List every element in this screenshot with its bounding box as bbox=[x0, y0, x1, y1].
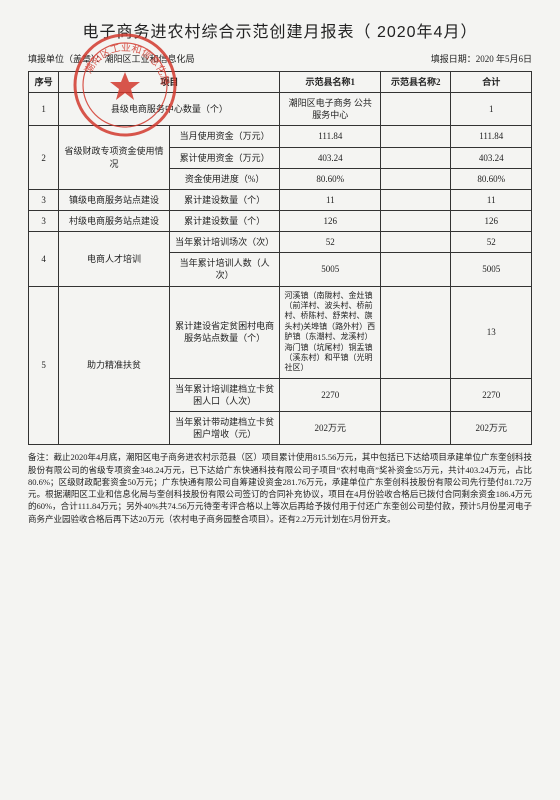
cell-sub: 当年累计培训人数（人次） bbox=[169, 253, 280, 286]
cell-c2 bbox=[381, 378, 451, 411]
cell-c1: 52 bbox=[280, 232, 381, 253]
cell-sum: 80.60% bbox=[451, 168, 532, 189]
cell-c1: 126 bbox=[280, 210, 381, 231]
cell-c1: 80.60% bbox=[280, 168, 381, 189]
cell-seq: 1 bbox=[29, 93, 59, 126]
cell-item: 县级电商服务中心数量（个） bbox=[59, 93, 280, 126]
meta-row: 填报单位（盖章）：潮阳区工业和信息化局 填报日期：2020 年5月6日 bbox=[28, 52, 532, 65]
table-row: 4 电商人才培训 当年累计培训场次（次） 52 52 bbox=[29, 232, 532, 253]
cell-c2 bbox=[381, 411, 451, 444]
cell-sum: 202万元 bbox=[451, 411, 532, 444]
cell-c2 bbox=[381, 232, 451, 253]
cell-item: 电商人才培训 bbox=[59, 232, 170, 286]
cell-seq: 5 bbox=[29, 286, 59, 445]
table-row: 3 村级电商服务站点建设 累计建设数量（个） 126 126 bbox=[29, 210, 532, 231]
cell-c2 bbox=[381, 93, 451, 126]
header-row: 序号 项目 示范县名称1 示范县名称2 合计 bbox=[29, 72, 532, 93]
cell-seq: 3 bbox=[29, 210, 59, 231]
cell-item: 镇级电商服务站点建设 bbox=[59, 189, 170, 210]
hdr-total: 合计 bbox=[451, 72, 532, 93]
cell-seq: 4 bbox=[29, 232, 59, 286]
cell-c1: 2270 bbox=[280, 378, 381, 411]
cell-c1: 潮阳区电子商务 公共服务中心 bbox=[280, 93, 381, 126]
cell-sub: 资金使用进度（%） bbox=[169, 168, 280, 189]
cell-sum: 5005 bbox=[451, 253, 532, 286]
cell-item: 助力精准扶贫 bbox=[59, 286, 170, 445]
cell-c2 bbox=[381, 210, 451, 231]
cell-sum: 126 bbox=[451, 210, 532, 231]
cell-sum: 1 bbox=[451, 93, 532, 126]
hdr-county2: 示范县名称2 bbox=[381, 72, 451, 93]
filling-date: 填报日期：2020 年5月6日 bbox=[431, 52, 532, 65]
cell-c2 bbox=[381, 189, 451, 210]
cell-c1: 202万元 bbox=[280, 411, 381, 444]
note-label: 备注： bbox=[28, 452, 54, 462]
cell-sum: 2270 bbox=[451, 378, 532, 411]
report-table: 序号 项目 示范县名称1 示范县名称2 合计 1 县级电商服务中心数量（个） 潮… bbox=[28, 71, 532, 445]
cell-c1: 403.24 bbox=[280, 147, 381, 168]
footnote: 备注：截止2020年4月底，潮阳区电子商务进农村示范县（区）项目累计使用815.… bbox=[28, 451, 532, 525]
cell-c1: 5005 bbox=[280, 253, 381, 286]
table-row: 2 省级财政专项资金使用情况 当月使用资金（万元） 111.84 111.84 bbox=[29, 126, 532, 147]
hdr-county1: 示范县名称1 bbox=[280, 72, 381, 93]
cell-c2 bbox=[381, 168, 451, 189]
cell-sum: 11 bbox=[451, 189, 532, 210]
report-title: 电子商务进农村综合示范创建月报表（ 2020年4月） bbox=[28, 18, 532, 42]
cell-seq: 3 bbox=[29, 189, 59, 210]
cell-c2 bbox=[381, 253, 451, 286]
cell-sum: 403.24 bbox=[451, 147, 532, 168]
cell-sub: 当年累计培训场次（次） bbox=[169, 232, 280, 253]
cell-sub: 累计建设省定贫困村电商服务站点数量（个） bbox=[169, 286, 280, 378]
cell-sub: 累计建设数量（个） bbox=[169, 210, 280, 231]
filling-org: 填报单位（盖章）：潮阳区工业和信息化局 bbox=[28, 52, 195, 65]
cell-item: 村级电商服务站点建设 bbox=[59, 210, 170, 231]
cell-sum: 52 bbox=[451, 232, 532, 253]
cell-c2 bbox=[381, 286, 451, 378]
cell-c1: 河溪镇（南陇村、金灶镇（前洋村、波头村、桥前村、桥陈村、舒荣村、旗头村)关埠镇（… bbox=[280, 286, 381, 378]
cell-sum: 111.84 bbox=[451, 126, 532, 147]
cell-seq: 2 bbox=[29, 126, 59, 189]
cell-c1: 111.84 bbox=[280, 126, 381, 147]
cell-sub: 累计建设数量（个） bbox=[169, 189, 280, 210]
cell-sub: 当月使用资金（万元） bbox=[169, 126, 280, 147]
table-row: 5 助力精准扶贫 累计建设省定贫困村电商服务站点数量（个） 河溪镇（南陇村、金灶… bbox=[29, 286, 532, 378]
cell-c1: 11 bbox=[280, 189, 381, 210]
cell-sub: 当年累计带动建档立卡贫困户增收（元） bbox=[169, 411, 280, 444]
cell-item: 省级财政专项资金使用情况 bbox=[59, 126, 170, 189]
hdr-seq: 序号 bbox=[29, 72, 59, 93]
table-row: 3 镇级电商服务站点建设 累计建设数量（个） 11 11 bbox=[29, 189, 532, 210]
cell-c2 bbox=[381, 126, 451, 147]
cell-sub: 当年累计培训建档立卡贫困人口（人次） bbox=[169, 378, 280, 411]
cell-c2 bbox=[381, 147, 451, 168]
cell-sub: 累计使用资金（万元） bbox=[169, 147, 280, 168]
cell-sum: 13 bbox=[451, 286, 532, 378]
note-body: 截止2020年4月底，潮阳区电子商务进农村示范县（区）项目累计使用815.56万… bbox=[28, 452, 532, 524]
table-row: 1 县级电商服务中心数量（个） 潮阳区电子商务 公共服务中心 1 bbox=[29, 93, 532, 126]
hdr-item: 项目 bbox=[59, 72, 280, 93]
